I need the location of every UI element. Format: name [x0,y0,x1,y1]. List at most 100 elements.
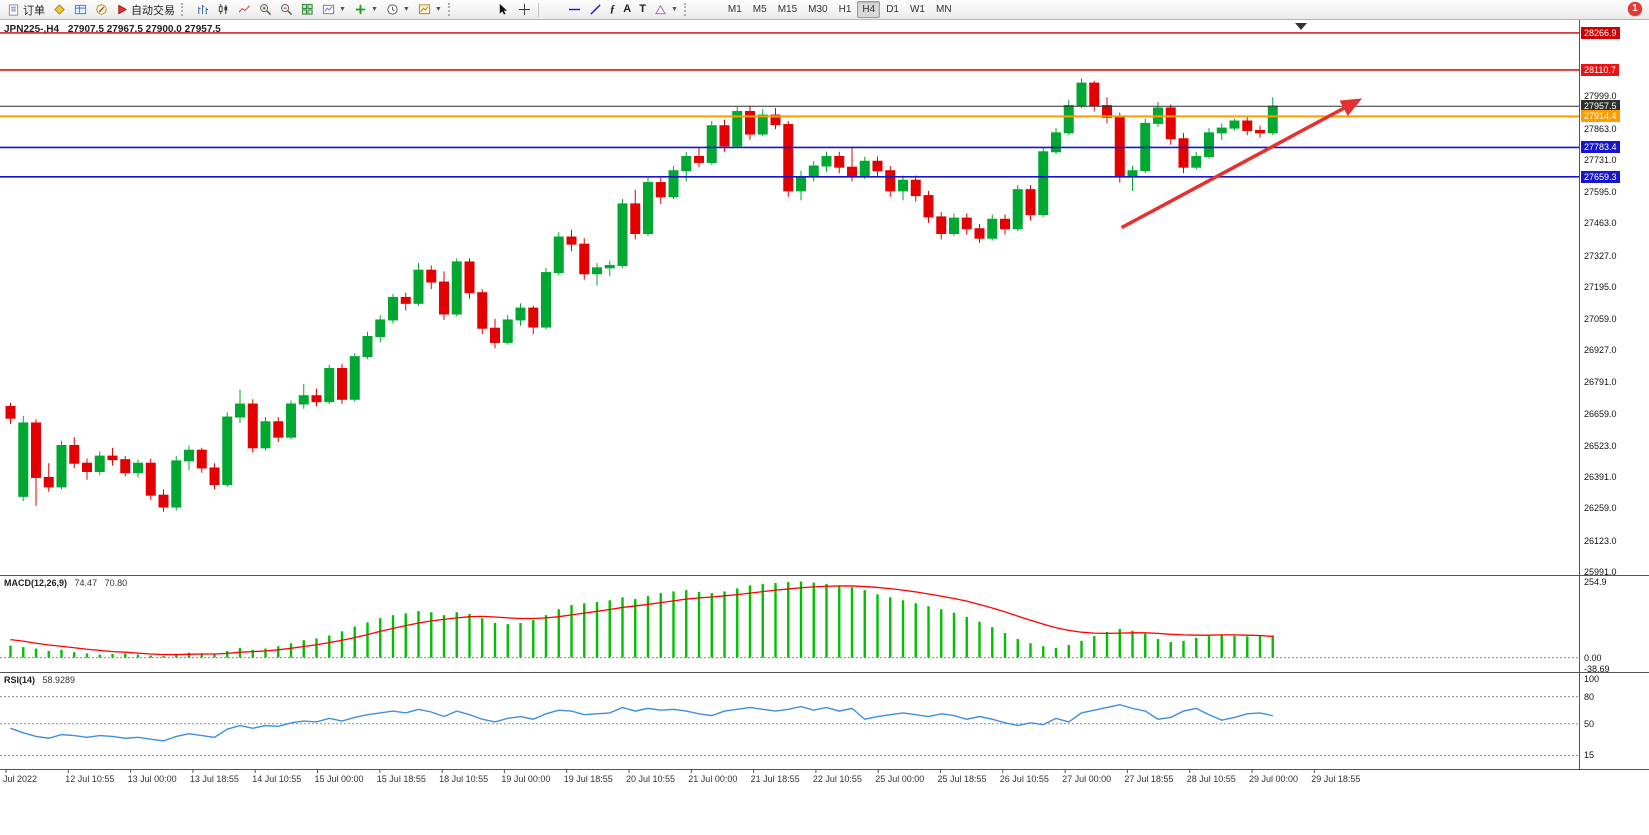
candle-body [528,307,539,328]
candle-body [69,444,80,464]
candle-body [1089,82,1100,107]
new-chart-button[interactable]: ▼ [318,0,350,19]
candle-body [43,476,54,488]
candle-body [617,203,628,266]
candle-body [464,261,475,294]
new-order-icon [7,3,20,17]
candle-body [694,156,704,163]
candle-body [133,462,143,474]
candle-body [260,421,271,449]
toolbar-grip [683,3,691,16]
market-watch-button[interactable] [70,0,91,19]
candle-body [298,395,309,405]
candle-body [120,459,131,474]
candle-body [566,236,577,245]
timeframe-button-H4[interactable]: H4 [857,1,881,18]
candle-body [1255,129,1265,134]
candle-body [961,217,972,230]
indicators-button[interactable]: ▼ [350,0,382,19]
candle-body [834,156,845,168]
timeframe-button-W1[interactable]: W1 [909,4,925,15]
candle-body [719,125,730,147]
candle-body [1051,132,1061,153]
candle-body [745,111,755,135]
candlestick-series [5,78,1278,512]
candle-body [286,403,296,438]
candle-body [18,422,29,497]
fibonacci-button[interactable]: ƒ [606,0,620,19]
candle-body [477,292,488,329]
cursor-button[interactable] [493,0,514,19]
shapes-button[interactable]: ▼ [650,0,682,19]
notification-badge[interactable]: 1 [1628,2,1642,16]
candle-body [107,455,118,461]
candle-body [796,176,806,192]
candle-body [1076,82,1087,107]
text-icon: A [623,3,632,15]
candle-body [1000,218,1010,230]
timeframe-button-D1[interactable]: D1 [886,4,899,15]
candle-body [604,264,615,269]
rsi-indicator-label: RSI(14) 58.9289 [4,675,75,685]
candle-body [668,170,679,198]
navigator-button[interactable] [91,0,112,19]
timeframe-button-M30[interactable]: M30 [808,4,828,15]
candle-body [987,218,998,239]
candlestick-chart-button[interactable] [213,0,234,19]
candle-body [222,416,233,486]
candle-body [247,403,258,449]
macd-signal-line [10,585,1273,656]
text-label-icon: T [639,3,646,15]
candle-body [209,467,220,486]
candle-body [349,356,360,400]
candle-body [553,236,564,274]
candle-body [1191,156,1202,168]
timeframe-button-MN[interactable]: MN [935,4,952,15]
trendline-button[interactable] [585,0,606,19]
line-chart-icon [238,3,251,16]
metaeditor-button[interactable] [49,0,70,19]
horizontal-line-icon [568,3,581,16]
candle-body [94,455,105,473]
candle-body [974,228,985,239]
indicators-plus-icon [354,3,367,16]
periods-button[interactable]: ▼ [382,0,414,19]
candle-body [490,327,500,343]
candle-body [56,444,67,488]
candle-body [375,319,386,338]
candle-body [5,405,16,419]
chevron-down-icon: ▼ [339,6,346,13]
new-order-button[interactable]: 订单 [3,0,49,19]
bar-chart-button[interactable] [192,0,213,19]
chevron-down-icon: ▼ [670,6,678,13]
candle-body [158,494,169,508]
clock-icon [386,3,399,16]
text-label-button[interactable]: T [635,0,650,19]
candle-body [196,449,207,469]
timeframe-button-M15[interactable]: M15 [777,4,798,15]
text-button[interactable]: A [619,0,635,19]
timeframe-button-M5[interactable]: M5 [752,4,767,15]
chart-shift-marker[interactable] [1295,23,1307,30]
horizontal-line-button[interactable] [564,0,585,19]
candle-body [1025,189,1036,216]
candle-body [757,114,768,135]
tile-windows-button[interactable] [297,0,318,19]
timeframe-button-H1[interactable]: H1 [838,4,852,15]
zoom-out-button[interactable] [276,0,297,19]
timeframe-button-M1[interactable]: M1 [727,4,742,15]
autotrading-button[interactable]: 自动交易 [112,0,179,19]
crosshair-button[interactable] [514,0,535,19]
candle-body [400,296,411,304]
candle-body [783,124,794,192]
templates-button[interactable]: ▼ [414,0,446,19]
candle-body [579,243,590,275]
cursor-icon [497,3,510,16]
zoom-in-button[interactable] [255,0,276,19]
toolbar: 订单 自动交易 [0,0,1649,20]
line-chart-button[interactable] [234,0,255,19]
trend-arrow[interactable] [1120,98,1363,230]
candle-body [235,403,245,418]
